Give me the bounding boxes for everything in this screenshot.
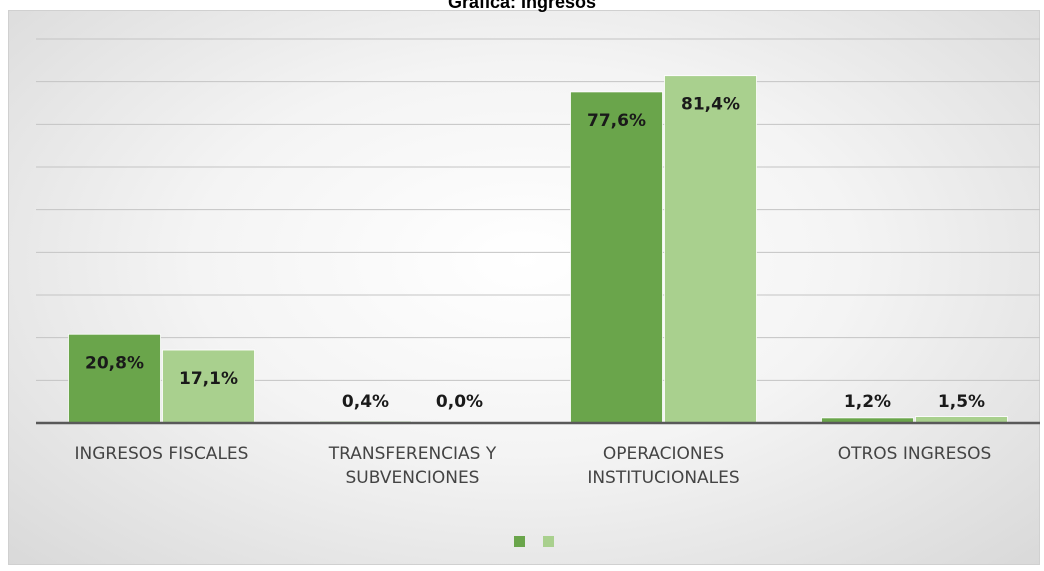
data-label: 77,6%: [587, 111, 646, 131]
bar: [664, 75, 757, 424]
legend-swatch: [514, 536, 525, 547]
data-label: 1,5%: [938, 392, 985, 412]
bar: [570, 91, 663, 424]
x-tick-label: TRANSFERENCIAS Y SUBVENCIONES: [328, 444, 497, 488]
legend-swatch: [543, 536, 554, 547]
bar: [162, 349, 255, 424]
data-label: 0,4%: [342, 392, 389, 412]
data-label: 81,4%: [681, 95, 740, 115]
data-label: 1,2%: [844, 392, 891, 412]
x-tick-label: OPERACIONES INSTITUCIONALES: [587, 444, 740, 488]
chart-title: Gráfica: Ingresos: [447, 0, 597, 12]
x-tick-label: OTROS INGRESOS: [837, 444, 992, 464]
data-label: 0,0%: [436, 392, 483, 412]
chart-area: [8, 10, 1040, 565]
data-label: 20,8%: [85, 353, 144, 373]
x-tick-label: INGRESOS FISCALES: [74, 444, 249, 464]
bar: [68, 333, 161, 424]
data-label: 17,1%: [179, 369, 238, 389]
